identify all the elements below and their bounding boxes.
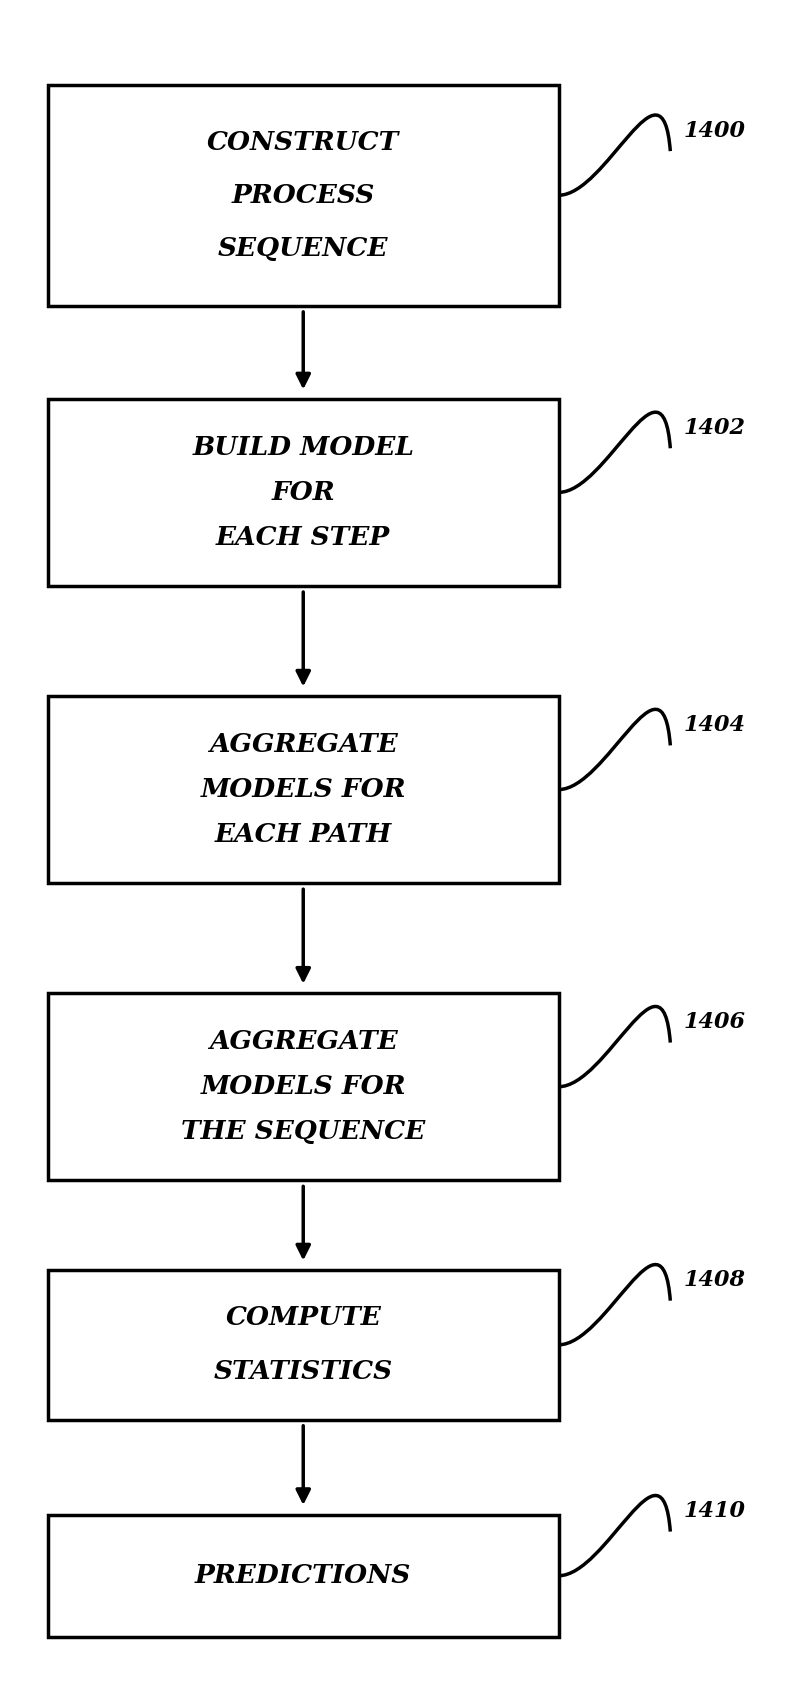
Bar xyxy=(48,399,559,586)
Text: 1406: 1406 xyxy=(683,1012,745,1032)
Text: AGGREGATE: AGGREGATE xyxy=(209,1029,397,1054)
Text: CONSTRUCT: CONSTRUCT xyxy=(207,129,399,155)
Text: MODELS FOR: MODELS FOR xyxy=(200,778,406,801)
Bar xyxy=(48,1270,559,1420)
Text: PREDICTIONS: PREDICTIONS xyxy=(196,1564,411,1588)
Bar xyxy=(48,993,559,1180)
Bar xyxy=(48,1515,559,1637)
Bar xyxy=(48,696,559,883)
Text: SEQUENCE: SEQUENCE xyxy=(218,236,389,261)
Text: 1408: 1408 xyxy=(683,1270,745,1290)
Text: STATISTICS: STATISTICS xyxy=(214,1358,393,1384)
Text: 1402: 1402 xyxy=(683,418,745,438)
Text: 1410: 1410 xyxy=(683,1501,745,1521)
Text: COMPUTE: COMPUTE xyxy=(225,1306,381,1331)
Text: MODELS FOR: MODELS FOR xyxy=(200,1075,406,1099)
Text: EACH STEP: EACH STEP xyxy=(216,525,390,550)
Text: 1400: 1400 xyxy=(683,121,745,141)
Text: EACH PATH: EACH PATH xyxy=(215,822,392,847)
Text: BUILD MODEL: BUILD MODEL xyxy=(192,435,414,460)
Text: THE SEQUENCE: THE SEQUENCE xyxy=(181,1119,425,1144)
Text: FOR: FOR xyxy=(271,481,335,504)
Text: 1404: 1404 xyxy=(683,715,745,735)
Text: AGGREGATE: AGGREGATE xyxy=(209,732,397,757)
Bar xyxy=(48,85,559,306)
Text: PROCESS: PROCESS xyxy=(231,183,375,207)
